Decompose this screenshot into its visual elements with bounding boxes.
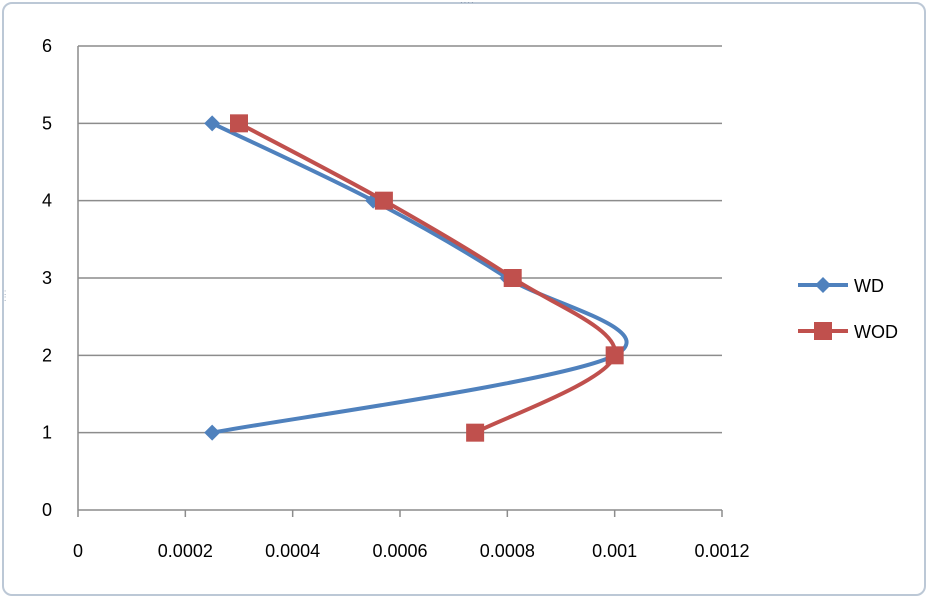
data-point-wod	[605, 346, 624, 365]
x-tick-label: 0.0008	[480, 541, 535, 561]
y-tick-label: 0	[42, 500, 52, 520]
y-tick-label: 1	[42, 423, 52, 443]
series-group	[204, 114, 629, 442]
data-point-wd	[204, 424, 221, 441]
legend-marker-wd	[815, 277, 831, 293]
data-point-wd	[204, 115, 221, 132]
resize-handle-top[interactable]: ····	[460, 0, 475, 7]
legend-label-wd: WD	[854, 276, 884, 296]
legend-marker-wod	[814, 322, 832, 340]
y-tick-labels: 0 1 2 3 4 5 6	[42, 36, 52, 520]
axes	[77, 46, 723, 517]
x-tick-labels: 0 0.0002 0.0004 0.0006 0.0008 0.001 0.0012	[73, 541, 750, 561]
data-point-wod	[374, 191, 393, 210]
data-point-wod	[230, 114, 248, 133]
data-point-wod	[503, 269, 522, 287]
y-tick-label: 2	[42, 345, 52, 365]
y-tick-label: 6	[42, 36, 52, 56]
legend: WD WOD	[798, 276, 898, 342]
gridlines	[78, 45, 722, 434]
x-tick-label: 0.001	[592, 541, 637, 561]
data-point-wod	[466, 423, 485, 442]
x-tick-label: 0.0006	[372, 541, 427, 561]
legend-label-wod: WOD	[854, 322, 898, 342]
x-tick-label: 0	[73, 541, 83, 561]
y-tick-label: 4	[42, 191, 52, 211]
x-tick-label: 0.0004	[265, 541, 320, 561]
x-tick-label: 0.0002	[158, 541, 213, 561]
x-tick-label: 0.0012	[694, 541, 749, 561]
resize-handle-left[interactable]: ::	[4, 288, 7, 303]
y-tick-label: 3	[42, 268, 52, 288]
y-tick-label: 5	[42, 113, 52, 133]
